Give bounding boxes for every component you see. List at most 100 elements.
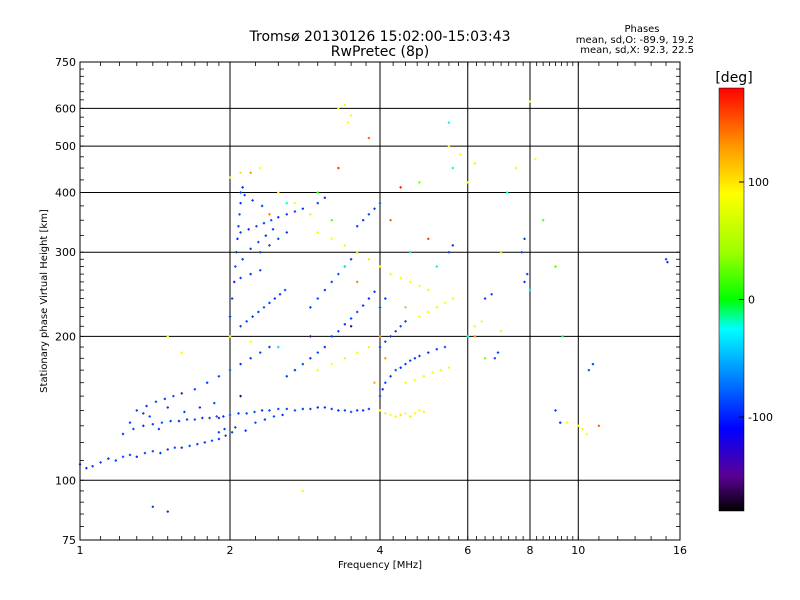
data-point-X xyxy=(399,276,402,280)
data-point-X xyxy=(259,166,262,170)
data-point-O xyxy=(394,330,397,333)
data-point-O xyxy=(273,297,276,300)
data-point-X xyxy=(330,362,333,366)
data-point-X xyxy=(277,191,280,194)
data-point-X xyxy=(378,409,382,412)
data-point-mixed xyxy=(384,357,387,360)
data-point-mixed xyxy=(435,265,438,268)
colorbar-tick-label: 0 xyxy=(748,294,755,307)
data-point-O xyxy=(143,451,147,455)
data-point-O xyxy=(260,204,264,208)
data-point-O xyxy=(394,368,397,372)
data-point-O xyxy=(148,415,151,418)
data-point-O xyxy=(239,325,242,328)
data-point-O xyxy=(587,368,591,372)
data-point-mixed xyxy=(483,357,487,360)
data-point-O xyxy=(185,418,189,421)
data-point-X xyxy=(316,231,319,234)
data-point-O xyxy=(309,306,312,309)
data-point-O xyxy=(389,335,392,338)
data-point-O xyxy=(330,280,333,284)
stats-line-x: mean, sd,X: 92.3, 22.5 xyxy=(580,45,694,56)
data-point-O xyxy=(193,418,197,421)
data-point-O xyxy=(233,280,236,284)
data-point-O xyxy=(323,288,327,292)
data-point-O xyxy=(166,510,169,513)
data-point-O xyxy=(159,451,162,455)
data-point-mixed xyxy=(249,171,252,174)
data-point-mixed xyxy=(378,335,382,338)
data-point-O xyxy=(277,407,280,411)
data-point-O xyxy=(373,290,376,293)
data-point-X xyxy=(389,272,392,276)
data-point-mixed xyxy=(285,201,288,205)
data-point-O xyxy=(114,459,118,462)
data-point-X xyxy=(316,368,319,372)
data-point-X xyxy=(514,166,518,170)
data-point-O xyxy=(254,421,257,424)
data-point-O xyxy=(443,345,447,349)
data-point-O xyxy=(404,362,407,366)
data-point-O xyxy=(268,301,271,305)
data-point-O xyxy=(196,442,199,446)
data-point-O xyxy=(277,237,280,241)
data-point-X xyxy=(343,103,347,107)
data-point-mixed xyxy=(349,325,353,328)
x-tick-labels: 1 2 4 6 8 10 16 xyxy=(77,544,688,557)
data-point-O xyxy=(301,362,305,366)
y-tick-label: 500 xyxy=(55,140,76,153)
y-tick-labels: 75 100 200 300 400 500 600 750 xyxy=(55,56,76,547)
data-point-O xyxy=(132,427,135,431)
data-point-O xyxy=(238,213,241,216)
data-point-X xyxy=(418,315,421,318)
data-point-mixed xyxy=(268,213,271,216)
data-point-O xyxy=(193,388,197,391)
data-point-O xyxy=(496,351,500,354)
data-point-O xyxy=(384,297,387,300)
data-point-O xyxy=(381,388,384,391)
data-point-O xyxy=(664,258,668,261)
data-point-O xyxy=(244,429,247,432)
data-point-O xyxy=(447,251,451,254)
data-point-mixed xyxy=(554,265,557,268)
data-point-O xyxy=(591,362,595,366)
data-point-O xyxy=(349,410,353,414)
data-point-mixed xyxy=(239,394,242,398)
data-point-O xyxy=(316,406,319,409)
data-point-mixed xyxy=(343,265,347,268)
data-point-X xyxy=(413,412,417,415)
data-point-O xyxy=(361,409,365,412)
data-point-mixed xyxy=(316,191,319,194)
data-point-X xyxy=(528,100,532,103)
data-point-O xyxy=(283,288,287,292)
data-point-X xyxy=(480,320,483,323)
data-point-mixed xyxy=(389,219,392,222)
data-point-O xyxy=(264,234,268,237)
data-point-mixed xyxy=(309,335,312,338)
data-point-O xyxy=(205,381,209,384)
data-point-X xyxy=(431,371,434,374)
data-point-X xyxy=(166,335,169,338)
data-point-O xyxy=(173,446,177,449)
data-point-O xyxy=(309,357,312,360)
data-point-O xyxy=(203,441,206,444)
data-point-X xyxy=(447,366,451,369)
data-point-O xyxy=(172,394,175,398)
data-point-O xyxy=(355,225,359,228)
y-tick-label: 750 xyxy=(55,56,76,69)
data-point-O xyxy=(316,297,319,300)
data-point-O xyxy=(121,455,125,458)
data-point-O xyxy=(239,191,242,194)
data-point-O xyxy=(451,244,455,247)
data-point-X xyxy=(427,310,430,314)
x-tick-label: 1 xyxy=(77,544,84,557)
data-point-O xyxy=(160,421,164,424)
y-tick-label: 200 xyxy=(55,330,76,343)
data-point-X xyxy=(459,153,462,156)
y-tick-label: 75 xyxy=(62,534,76,547)
data-point-O xyxy=(208,416,211,420)
data-point-X xyxy=(367,258,371,261)
x-tick-label: 6 xyxy=(464,544,471,557)
data-point-O xyxy=(559,421,562,424)
data-point-mixed xyxy=(337,166,340,170)
